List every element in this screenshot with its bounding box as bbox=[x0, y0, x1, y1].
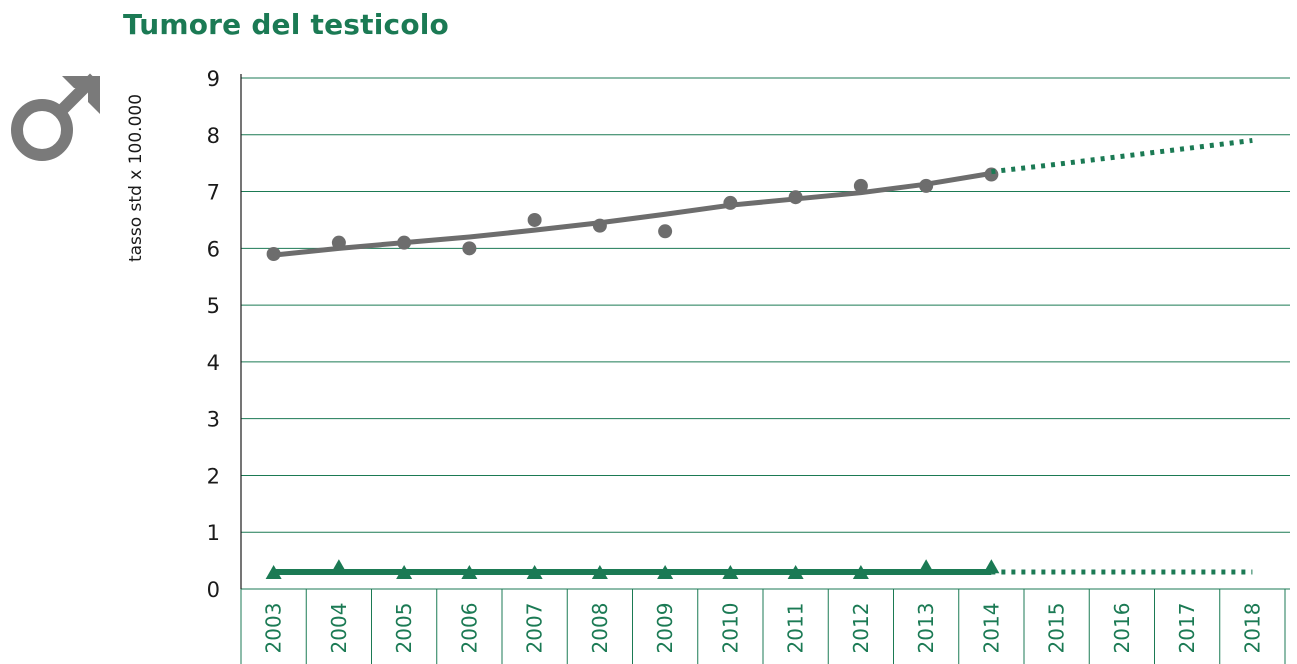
x-tick-label: 2018 bbox=[1240, 603, 1264, 654]
x-tick-label: 2003 bbox=[262, 603, 286, 654]
data-point-circle bbox=[658, 224, 673, 239]
x-tick-label: 2016 bbox=[1110, 603, 1134, 654]
x-tick-label: 2015 bbox=[1045, 603, 1069, 654]
y-tick-label: 1 bbox=[207, 521, 220, 545]
y-tick-label: 9 bbox=[207, 67, 220, 91]
y-tick-label: 8 bbox=[207, 124, 220, 148]
x-tick-label: 2009 bbox=[653, 603, 677, 654]
x-tick-label: 2006 bbox=[457, 603, 481, 654]
data-point-circle bbox=[462, 241, 477, 256]
data-point-circle bbox=[527, 212, 542, 227]
trend-line bbox=[273, 170, 992, 258]
projection-line bbox=[991, 137, 1253, 175]
male-symbol-icon bbox=[11, 73, 100, 161]
x-tick-label: 2004 bbox=[327, 603, 351, 654]
data-point-circle bbox=[853, 178, 868, 193]
x-tick-label: 2013 bbox=[914, 603, 938, 654]
x-tick-label: 2008 bbox=[588, 603, 612, 654]
y-tick-label: 5 bbox=[207, 294, 220, 318]
y-tick-label: 3 bbox=[207, 408, 220, 432]
x-tick-label: 2012 bbox=[849, 603, 873, 654]
y-tick-label: 4 bbox=[207, 351, 220, 375]
y-tick-label: 2 bbox=[207, 464, 220, 488]
x-tick-label: 2011 bbox=[784, 603, 808, 654]
y-tick-label: 0 bbox=[207, 578, 220, 602]
chart-title: Tumore del testicolo bbox=[123, 8, 449, 41]
x-tick-label: 2014 bbox=[979, 603, 1003, 654]
x-tick-label: 2005 bbox=[392, 603, 416, 654]
x-tick-label: 2010 bbox=[718, 603, 742, 654]
y-tick-label: 7 bbox=[207, 181, 220, 205]
y-tick-label: 6 bbox=[207, 237, 220, 261]
x-tick-label: 2007 bbox=[523, 603, 547, 654]
x-tick-label: 2017 bbox=[1175, 603, 1199, 654]
